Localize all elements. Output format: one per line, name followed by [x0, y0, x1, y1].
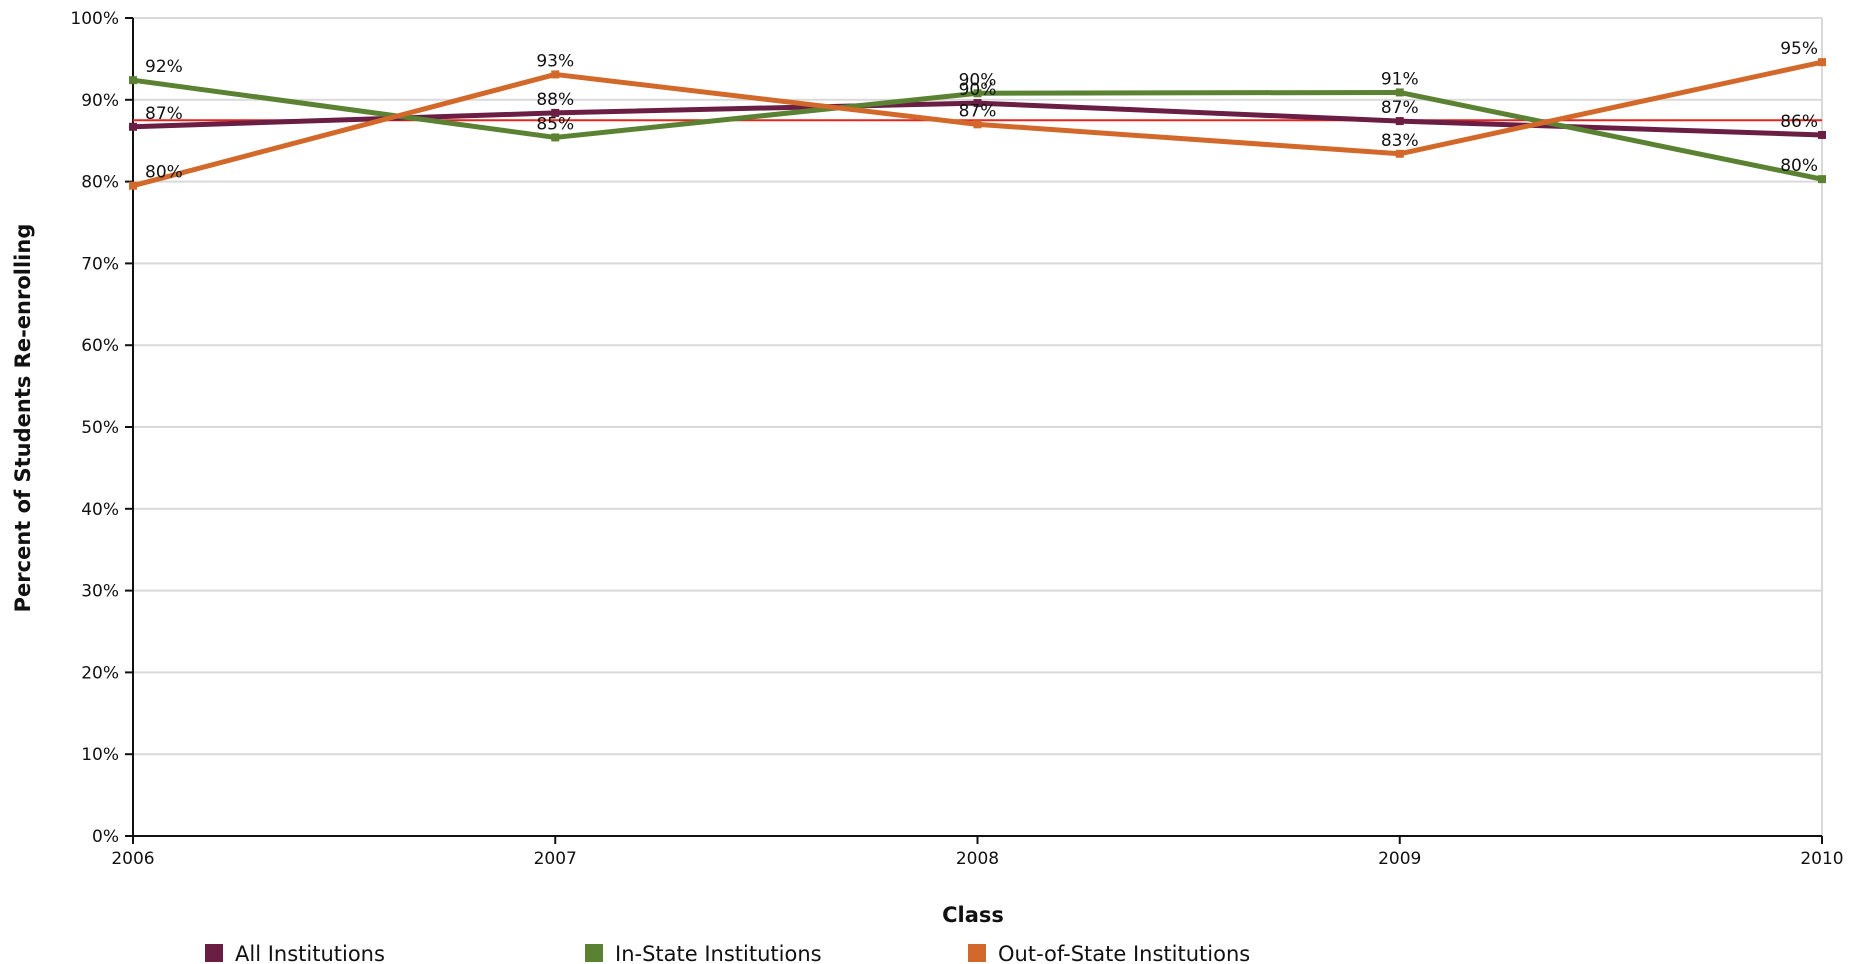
data-label: 87%: [1381, 98, 1419, 118]
data-point: [129, 76, 137, 85]
data-label: 90%: [959, 80, 997, 100]
data-label: 91%: [1381, 69, 1419, 89]
y-tick-label: 10%: [81, 745, 119, 765]
data-point: [1818, 58, 1826, 67]
series-lines: [129, 58, 1826, 190]
y-tick-label: 70%: [81, 254, 119, 274]
grid-lines: [125, 17, 1823, 837]
legend-label: All Institutions: [235, 942, 385, 964]
data-point: [973, 99, 982, 108]
data-label: 85%: [536, 114, 574, 134]
data-label: 80%: [1780, 156, 1818, 176]
legend-label: In-State Institutions: [615, 942, 822, 964]
data-point: [1395, 88, 1404, 97]
y-axis-title: Percent of Students Re-enrolling: [11, 224, 35, 613]
x-tick-label: 2009: [1378, 849, 1421, 869]
y-tick-label: 20%: [81, 663, 119, 683]
data-label: 80%: [145, 163, 183, 183]
y-tick-label: 80%: [81, 173, 119, 193]
x-tick-label: 2008: [956, 849, 999, 869]
legend-swatch: [205, 944, 223, 962]
y-tick-labels: 0% 10% 20% 30% 40% 50% 60% 70% 80% 90% 100%: [70, 9, 119, 847]
x-tick-label: 2010: [1800, 849, 1843, 869]
data-point: [1395, 117, 1404, 126]
y-tick-label: 30%: [81, 582, 119, 602]
data-label: 87%: [959, 101, 997, 121]
y-tick-label: 0%: [92, 827, 119, 847]
data-label: 88%: [536, 90, 574, 110]
x-axis-title: Class: [942, 903, 1004, 927]
data-label: 90%: [959, 70, 997, 90]
y-tick-label: 40%: [81, 500, 119, 520]
data-point: [551, 70, 560, 79]
data-label: 83%: [1381, 131, 1419, 151]
legend-swatch: [585, 944, 603, 962]
y-tick-label: 50%: [81, 418, 119, 438]
x-tick-label: 2007: [534, 849, 577, 869]
x-tick-label: 2006: [111, 849, 154, 869]
y-tick-label: 60%: [81, 336, 119, 356]
x-tick-labels: 2006 2007 2008 2009 2010: [111, 849, 1843, 869]
data-point: [551, 108, 560, 117]
legend-item: All Institutions: [205, 942, 385, 964]
data-label: 93%: [536, 51, 574, 71]
data-point: [973, 120, 982, 129]
y-tick-label: 100%: [70, 9, 119, 29]
legend-label: Out-of-State Institutions: [998, 942, 1250, 964]
data-label: 86%: [1780, 112, 1818, 132]
data-point: [1395, 149, 1404, 158]
data-point: [551, 133, 560, 142]
data-label: 87%: [145, 104, 183, 124]
data-label: 95%: [1780, 39, 1818, 59]
data-point: [1818, 130, 1826, 139]
axes: [132, 18, 1823, 844]
legend: All Institutions In-State Institutions Out…: [205, 942, 1250, 964]
data-labels: 87%88% 90%87%86%92%85%90% 91%80%80%93%87%8…: [145, 39, 1818, 183]
legend-item: In-State Institutions: [585, 942, 822, 964]
y-tick-label: 90%: [81, 91, 119, 111]
legend-item: Out-of-State Institutions: [968, 942, 1250, 964]
data-point: [1818, 175, 1826, 184]
legend-swatch: [968, 944, 986, 962]
data-point: [129, 181, 137, 190]
data-label: 92%: [145, 57, 183, 77]
data-point: [973, 89, 982, 98]
data-point: [129, 122, 137, 131]
